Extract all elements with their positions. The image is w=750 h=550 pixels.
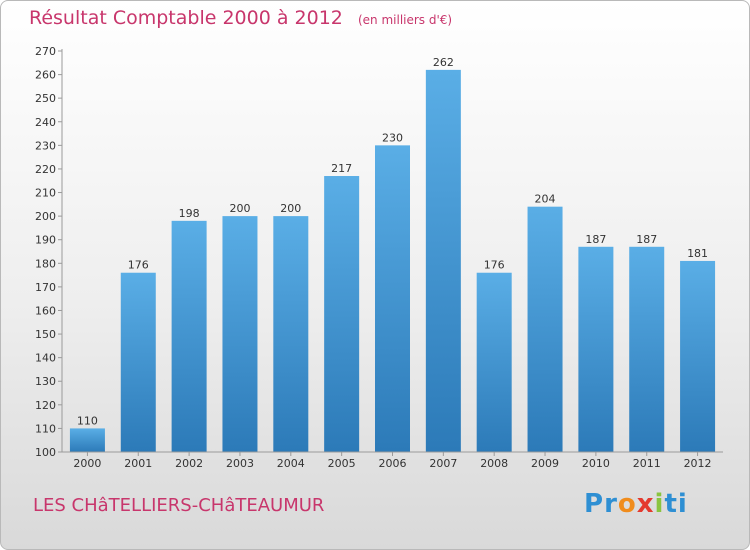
logo-letter: i bbox=[677, 489, 688, 519]
y-tick-label: 180 bbox=[35, 257, 56, 270]
y-tick-label: 220 bbox=[35, 163, 56, 176]
bar bbox=[527, 206, 563, 452]
bar bbox=[222, 216, 258, 452]
y-tick-label: 150 bbox=[35, 328, 56, 341]
bar bbox=[171, 220, 207, 452]
x-tick-label: 2004 bbox=[277, 457, 305, 470]
bar bbox=[476, 272, 512, 452]
bar-value-label: 262 bbox=[433, 56, 454, 69]
y-tick-label: 230 bbox=[35, 139, 56, 152]
bar bbox=[273, 216, 309, 452]
x-tick-label: 2001 bbox=[124, 457, 152, 470]
x-axis: 2000 2001 2002 2003 2004 2005 2006 2007 2008 2009… bbox=[62, 451, 723, 470]
bar-value-label: 187 bbox=[585, 233, 606, 246]
x-tick-label: 2010 bbox=[582, 457, 610, 470]
logo-letter: r bbox=[604, 489, 618, 519]
bar-value-label: 176 bbox=[128, 259, 149, 272]
location-name: LES CHâTELLIERS-CHâTEAUMUR bbox=[33, 495, 325, 516]
bar bbox=[578, 246, 614, 452]
bar-value-label: 198 bbox=[179, 207, 200, 220]
bar bbox=[120, 272, 156, 452]
x-tick-label: 2007 bbox=[429, 457, 457, 470]
logo-letter: x bbox=[636, 489, 655, 519]
y-tick-label: 120 bbox=[35, 399, 56, 412]
proxiti-logo: Proxiti bbox=[584, 489, 688, 519]
bar-value-label: 181 bbox=[687, 247, 708, 260]
bar-value-label: 176 bbox=[484, 259, 505, 272]
x-tick-label: 2006 bbox=[379, 457, 407, 470]
x-tick-label: 2003 bbox=[226, 457, 254, 470]
y-tick-label: 170 bbox=[35, 281, 56, 294]
logo-letter: i bbox=[654, 489, 665, 519]
y-tick-label: 250 bbox=[35, 92, 56, 105]
y-tick-label: 190 bbox=[35, 234, 56, 247]
x-tick-label: 2005 bbox=[328, 457, 356, 470]
y-tick-label: 270 bbox=[35, 45, 56, 58]
bar bbox=[69, 428, 105, 452]
bar-value-label: 187 bbox=[636, 233, 657, 246]
bar-value-label: 230 bbox=[382, 131, 403, 144]
y-tick-label: 130 bbox=[35, 375, 56, 388]
bar bbox=[375, 145, 410, 452]
title-row: Résultat Comptable 2000 à 2012 (en milli… bbox=[29, 7, 452, 29]
bars: 110 176 198 200 200 217 230 262 176 204 187 187 181 bbox=[69, 56, 716, 453]
x-tick-label: 2011 bbox=[633, 457, 661, 470]
y-tick-label: 210 bbox=[35, 187, 56, 200]
y-tick-label: 100 bbox=[35, 446, 56, 459]
bar-value-label: 200 bbox=[280, 202, 301, 215]
y-tick-label: 200 bbox=[35, 210, 56, 223]
x-tick-label: 2012 bbox=[684, 457, 712, 470]
chart-title: Résultat Comptable 2000 à 2012 bbox=[29, 7, 343, 29]
bar-value-label: 217 bbox=[331, 162, 352, 175]
x-tick-label: 2002 bbox=[175, 457, 203, 470]
logo-letter: t bbox=[664, 489, 678, 519]
bar-value-label: 110 bbox=[77, 414, 98, 427]
x-tick-label: 2009 bbox=[531, 457, 559, 470]
bar bbox=[324, 176, 360, 453]
chart-subtitle: (en milliers d'€) bbox=[357, 13, 453, 27]
y-tick-label: 140 bbox=[35, 352, 56, 365]
bar bbox=[629, 246, 665, 452]
bar-value-label: 200 bbox=[229, 202, 250, 215]
bar bbox=[425, 69, 461, 452]
x-tick-label: 2008 bbox=[480, 457, 508, 470]
bar bbox=[680, 260, 716, 452]
bar-value-label: 204 bbox=[535, 193, 556, 206]
x-tick-label: 2000 bbox=[73, 457, 101, 470]
y-tick-label: 160 bbox=[35, 304, 56, 317]
y-tick-label: 110 bbox=[35, 422, 56, 435]
logo-letter: P bbox=[584, 489, 605, 519]
logo-letter: o bbox=[617, 489, 637, 519]
y-tick-label: 260 bbox=[35, 69, 56, 82]
y-axis: 100 110 120 130 140 150 160 170 180 190 200 210 220 2… bbox=[35, 45, 63, 459]
y-tick-label: 240 bbox=[35, 116, 56, 129]
